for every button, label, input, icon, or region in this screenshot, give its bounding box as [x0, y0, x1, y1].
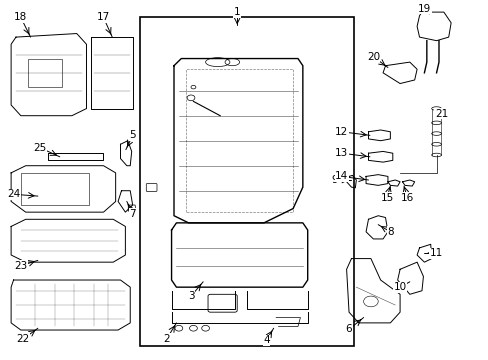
Text: 25: 25 [34, 143, 47, 153]
Text: 24: 24 [7, 189, 20, 199]
Text: 22: 22 [17, 334, 30, 344]
Text: 8: 8 [386, 227, 393, 237]
Text: 12: 12 [334, 127, 347, 137]
Text: 2: 2 [163, 334, 170, 344]
Text: 23: 23 [14, 261, 27, 271]
Text: 13: 13 [334, 148, 347, 158]
Text: 3: 3 [187, 291, 194, 301]
Text: 14: 14 [334, 171, 347, 181]
Text: 4: 4 [263, 335, 269, 345]
Text: 21: 21 [434, 109, 447, 119]
Text: 11: 11 [429, 248, 442, 258]
Text: 5: 5 [129, 130, 136, 140]
Text: 20: 20 [366, 52, 379, 62]
Text: 19: 19 [417, 4, 430, 14]
Bar [21, 173, 89, 205]
Text: 6: 6 [345, 324, 352, 334]
Text: 10: 10 [393, 282, 406, 292]
Bar [28, 59, 62, 87]
Text: 9: 9 [330, 175, 337, 185]
Bar [140, 18, 353, 346]
Text: 7: 7 [129, 209, 136, 219]
Text: 16: 16 [400, 193, 413, 203]
Text: 18: 18 [14, 13, 27, 22]
Text: 17: 17 [97, 13, 110, 22]
Text: 1: 1 [233, 7, 240, 17]
Text: 15: 15 [380, 193, 393, 203]
